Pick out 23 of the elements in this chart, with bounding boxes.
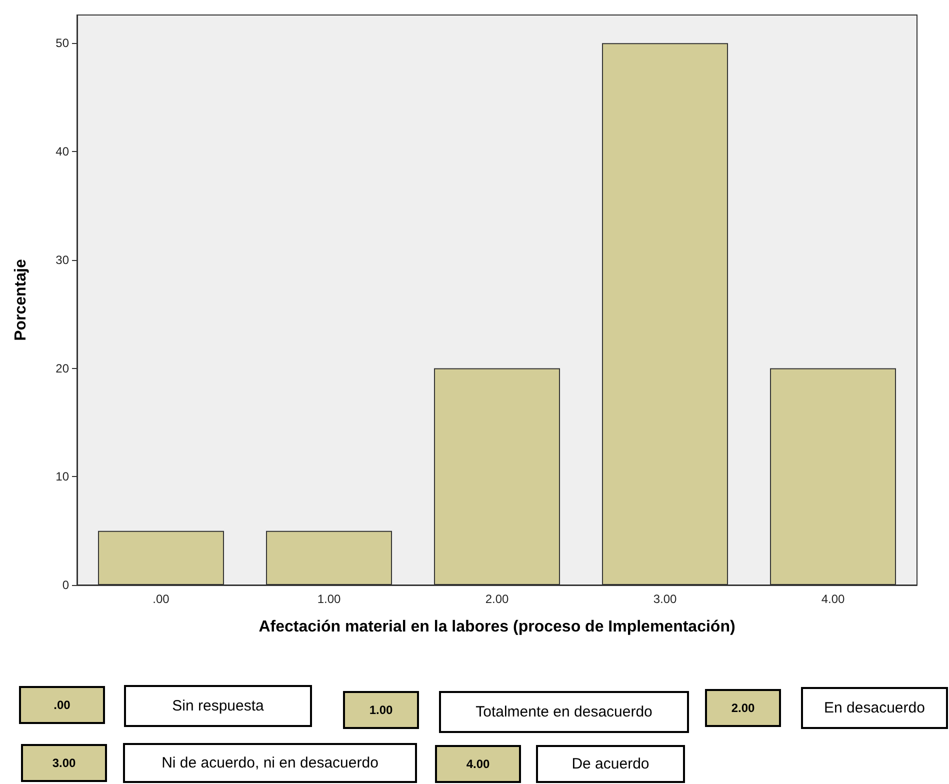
x-tick-label: 3.00 — [653, 592, 677, 606]
y-tick-label: 40 — [56, 144, 70, 159]
y-axis-title: Porcentaje — [12, 258, 30, 341]
text: 4.00 — [466, 757, 490, 771]
text: Totalmente en desacuerdo — [476, 704, 652, 720]
text: De acuerdo — [572, 756, 650, 772]
y-tick-label: 0 — [62, 578, 70, 592]
y-tick-label: 50 — [56, 36, 70, 50]
x-tick-label: 4.00 — [821, 592, 845, 606]
y-tick-label: 10 — [56, 470, 70, 484]
y-tick-label: 20 — [56, 361, 70, 376]
x-tick-label: 2.00 — [485, 592, 509, 606]
y-tick-label: 30 — [56, 252, 70, 267]
text: 3.00 — [52, 756, 76, 770]
text: 1.00 — [369, 703, 393, 717]
text: Sin respuesta — [172, 698, 265, 714]
text: .00 — [54, 698, 71, 712]
text: Ni de acuerdo, ni en desacuerdo — [162, 754, 378, 772]
x-tick-label: .00 — [152, 592, 170, 606]
text: 2.00 — [731, 701, 755, 715]
text: En desacuerdo — [824, 700, 925, 716]
x-axis-title: Afectación material en la labores (proceso de Implementación) — [258, 618, 736, 636]
x-tick-label: 1.00 — [317, 592, 341, 606]
